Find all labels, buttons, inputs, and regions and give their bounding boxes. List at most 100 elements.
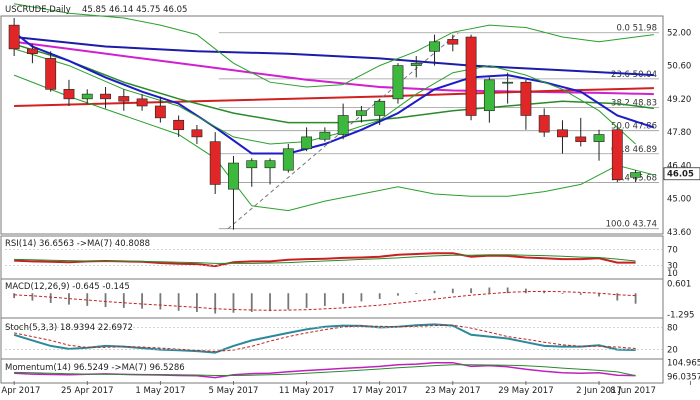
overlay-line xyxy=(14,87,654,107)
macd-bar xyxy=(31,293,34,301)
fib-label: 76.4 45.68 xyxy=(611,174,657,184)
stoch-tick-label: 80 xyxy=(667,323,678,333)
overlay-line xyxy=(13,74,655,212)
candle xyxy=(301,136,313,150)
candle xyxy=(100,93,111,100)
macd-bar xyxy=(598,293,600,297)
macd-title: MACD(12,26,9) -0.645 -0.145 xyxy=(5,282,130,292)
candle xyxy=(538,115,550,133)
indicator-line xyxy=(14,254,636,264)
candle xyxy=(118,96,130,102)
candle xyxy=(575,136,587,142)
candle xyxy=(410,62,422,66)
symbol-label: USCRUDE,Daily xyxy=(5,5,71,15)
momentum-panel: 104.9657 96.0357 xyxy=(0,358,700,384)
price-tick-label: 49.20 xyxy=(667,95,691,105)
panel-frame xyxy=(0,317,664,360)
x-tick-label: 11 May 2017 xyxy=(279,386,334,396)
candle xyxy=(282,148,294,171)
macd-bar xyxy=(360,293,363,302)
price-tick-label: 52.00 xyxy=(667,28,691,38)
candle xyxy=(136,98,148,107)
macd-bar xyxy=(543,290,546,294)
rsi-tick-label: 70 xyxy=(667,246,678,256)
rsi-tick-label: 30 xyxy=(667,261,678,271)
candle xyxy=(63,89,75,100)
macd-bar xyxy=(378,293,381,299)
candle xyxy=(319,131,331,140)
price-tick-label: 46.40 xyxy=(667,161,691,171)
overlay-line xyxy=(13,40,654,96)
x-tick-label: 17 May 2017 xyxy=(352,386,407,396)
fib-label: 50.0 47.86 xyxy=(611,122,657,132)
macd-bar xyxy=(488,287,491,294)
candle xyxy=(45,58,57,90)
candle xyxy=(630,172,642,178)
macd-bar xyxy=(250,293,253,312)
x-tick-label: 23 May 2017 xyxy=(425,386,480,396)
candle xyxy=(502,81,514,84)
x-tick-label: 19 Apr 2017 xyxy=(0,386,40,396)
panel-frame xyxy=(0,15,664,235)
overlay-line xyxy=(14,3,654,88)
price-tick-label: 45.00 xyxy=(667,195,691,205)
macd-bar xyxy=(397,293,399,296)
candle xyxy=(447,39,459,45)
candle xyxy=(374,100,386,116)
candle xyxy=(8,24,20,50)
macd-bar xyxy=(122,293,125,308)
macd-panel: 0.601 -1.295 xyxy=(0,278,694,320)
x-axis: 19 Apr 2017 25 Apr 2017 1 May 2017 5 May 20… xyxy=(0,381,691,396)
candle xyxy=(465,36,477,116)
macd-bar xyxy=(141,293,143,309)
candle xyxy=(593,134,605,142)
macd-bar xyxy=(323,293,326,306)
macd-bar xyxy=(177,293,180,311)
macd-bar xyxy=(305,293,308,308)
candle xyxy=(355,110,367,116)
stoch-title: Stoch(5,3,3) 18.9394 22.6972 xyxy=(5,323,133,333)
price-panel: 52.00 50.60 49.20 47.80 46.40 45.00 43.60 0.0 5… xyxy=(0,3,700,238)
candle xyxy=(26,48,38,54)
panel-frame xyxy=(0,278,664,319)
macd-bar xyxy=(506,287,509,294)
x-tick-label: 1 May 2017 xyxy=(135,386,185,396)
x-tick-label: 29 May 2017 xyxy=(498,386,553,396)
indicator-line xyxy=(14,364,636,377)
macd-bar xyxy=(49,293,52,303)
momentum-title: Momentum(14) 96.5249 ->MA(7) 96.5286 xyxy=(5,363,185,373)
macd-bar xyxy=(104,293,107,308)
stoch-tick-label: 20 xyxy=(667,346,678,356)
macd-bar xyxy=(13,293,16,299)
candle xyxy=(81,93,93,100)
panel-frame xyxy=(0,358,664,384)
candle xyxy=(611,129,623,180)
fib-label: 61.8 46.89 xyxy=(611,145,657,155)
fib-label: 100.0 43.74 xyxy=(606,220,657,230)
candle xyxy=(246,160,258,169)
macd-bar xyxy=(342,293,345,304)
x-tick-label: 5 May 2017 xyxy=(208,386,258,396)
candle xyxy=(483,79,495,112)
macd-bar xyxy=(616,293,619,301)
price-tick-label: 47.80 xyxy=(667,128,691,138)
macd-bar xyxy=(86,293,89,306)
macd-tick-label: -1.295 xyxy=(667,310,694,320)
fib-label: 38.2 48.83 xyxy=(611,99,657,109)
overlay-line xyxy=(13,36,654,77)
last-price-box xyxy=(663,167,700,181)
macd-bar xyxy=(561,293,564,295)
macd-bar xyxy=(269,293,271,312)
macd-bar xyxy=(415,293,418,295)
candle xyxy=(520,81,532,116)
macd-signal-line xyxy=(14,290,636,311)
candle xyxy=(392,65,404,100)
candle xyxy=(264,160,276,169)
momentum-tick-label: 96.0357 xyxy=(667,372,700,382)
macd-bar xyxy=(634,293,637,304)
macd-bar xyxy=(470,288,472,294)
candle xyxy=(154,105,166,119)
macd-bar xyxy=(287,293,290,310)
